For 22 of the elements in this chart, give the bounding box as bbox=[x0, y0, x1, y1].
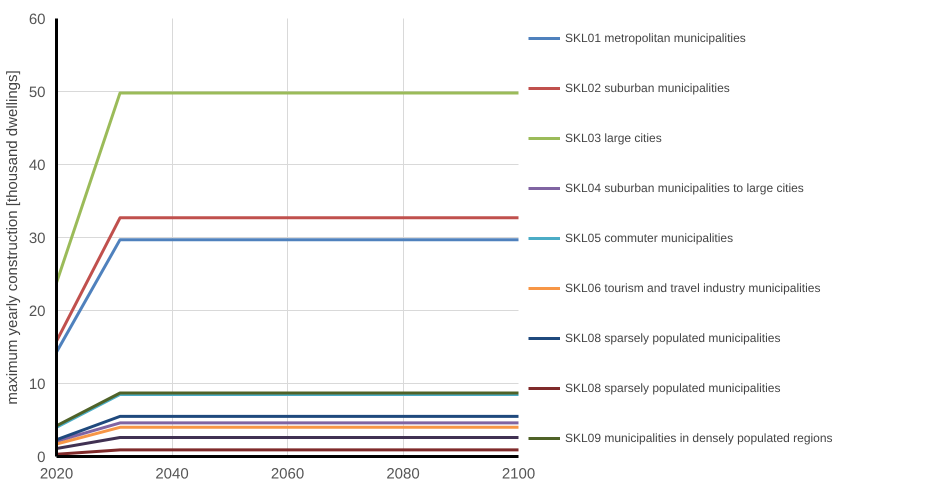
y-tick-label: 0 bbox=[37, 449, 46, 466]
y-tick-label: 40 bbox=[28, 157, 46, 174]
x-tick-label: 2040 bbox=[155, 466, 189, 482]
x-tick-label: 2020 bbox=[40, 466, 74, 482]
y-tick-label: 60 bbox=[28, 11, 46, 28]
y-tick-label: 20 bbox=[28, 303, 46, 320]
legend-label: SKL08 sparsely populated municipalities bbox=[565, 381, 780, 395]
y-tick-label: 30 bbox=[28, 230, 46, 247]
y-axis-title: maximum yearly construction [thousand dwellings] bbox=[4, 70, 21, 405]
legend-label: SKL01 metropolitan municipalities bbox=[565, 31, 746, 45]
x-tick-label: 2100 bbox=[502, 466, 536, 482]
x-tick-label: 2080 bbox=[386, 466, 420, 482]
legend-label: SKL03 large cities bbox=[565, 131, 662, 145]
legend-label: SKL04 suburban municipalities to large cities bbox=[565, 181, 804, 195]
x-tick-label: 2060 bbox=[270, 466, 304, 482]
y-tick-label: 10 bbox=[28, 376, 46, 393]
y-tick-label: 50 bbox=[28, 84, 46, 101]
legend-label: SKL05 commuter municipalities bbox=[565, 231, 734, 245]
legend-label: SKL09 municipalities in densely populated regions bbox=[565, 431, 833, 445]
legend-label: SKL06 tourism and travel industry municipalities bbox=[565, 281, 820, 295]
legend-label: SKL08 sparsely populated municipalities bbox=[565, 331, 780, 345]
legend-label: SKL02 suburban municipalities bbox=[565, 81, 730, 95]
